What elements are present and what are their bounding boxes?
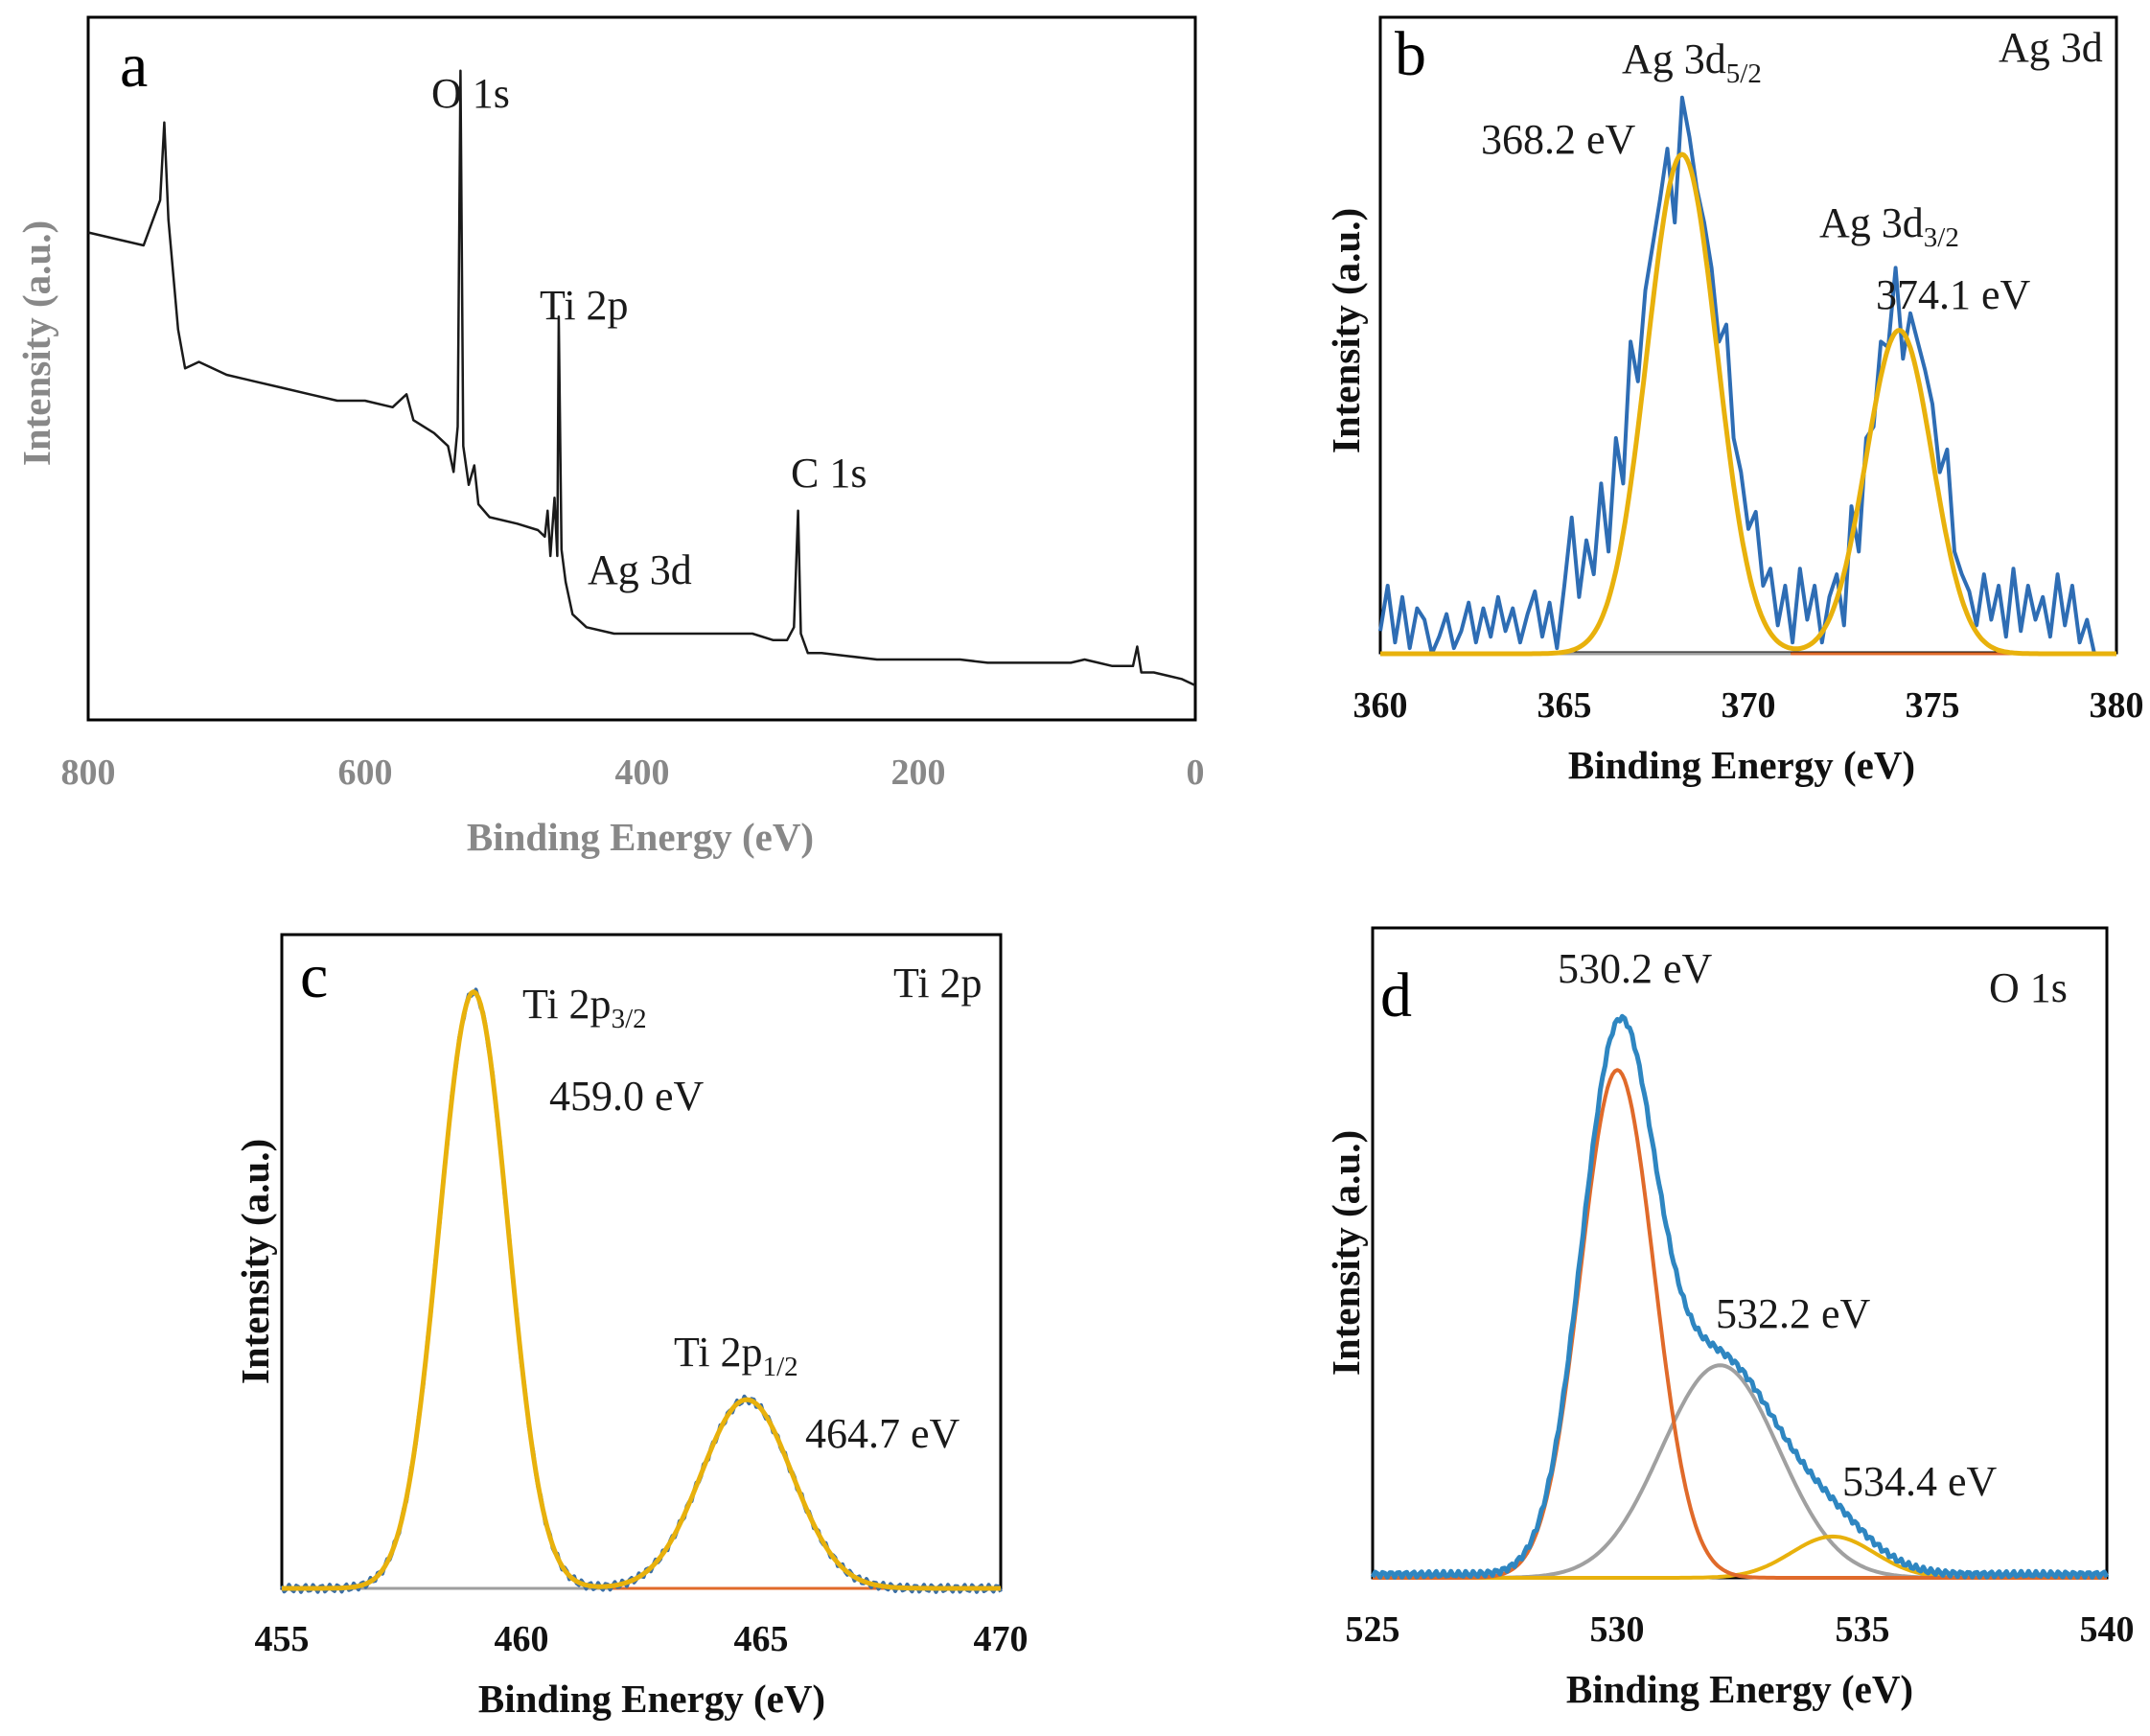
x-tick-label: 600 [338,752,393,793]
x-tick-label: 470 [974,1619,1029,1659]
panel-letter-b: b [1395,19,1426,89]
x-axis-title-d: Binding Energy (eV) [1566,1667,1913,1711]
annotation-ti2p32-sub: 3/2 [612,1004,647,1034]
annotation-ag3d52-sub: 5/2 [1726,58,1762,89]
annotation-ti2p: Ti 2p [540,282,629,329]
x-tick-label: 530 [1590,1609,1645,1650]
x-axis-title-b: Binding Energy (eV) [1568,743,1915,787]
x-tick-label: 360 [1353,685,1408,726]
fit-envelope-line [282,989,1001,1591]
panel-d: d O 1s 530.2 eV 532.2 eV 534.4 eV 525 53… [1324,926,2135,1711]
annotation-ti2p32: Ti 2p3/2 [522,981,647,1034]
plot-frame-b [1378,15,2118,655]
panel-title-b: Ag 3d [1999,24,2103,71]
x-tick-label: 375 [1906,685,1960,726]
annotation-ag3d32-sub: 3/2 [1924,222,1959,253]
envelope-line [1370,1013,2110,1580]
panel-title-c: Ti 2p [893,960,983,1007]
x-tick-label: 200 [891,752,946,793]
x-tick-label: 800 [61,752,116,793]
panel-letter-c: c [300,941,328,1011]
x-tick-label: 535 [1836,1609,1890,1650]
annotation-ag3d: Ag 3d [588,546,692,593]
x-tick-label: 540 [2080,1609,2135,1650]
annotation-o1s: O 1s [431,70,510,117]
annotation-ag3d52: Ag 3d5/2 [1622,35,1762,89]
annotation-ti2p12-text: Ti 2p [674,1329,763,1376]
plot-frame-a [86,15,1197,722]
plot-area-d [1370,1013,2110,1580]
annotation-ti2p12-sub: 1/2 [763,1352,798,1382]
annotation-ag3d32-text: Ag 3d [1819,199,1924,246]
x-tick-label: 0 [1187,752,1205,793]
plot-area-c [280,987,1003,1594]
plot-area-b [1378,95,2117,657]
y-axis-title-b: Intensity (a.u.) [1324,208,1368,453]
annotation-459: 459.0 eV [549,1073,705,1120]
panel-a: a O 1s Ti 2p Ag 3d C 1s 800 600 400 200 … [14,15,1205,859]
annotation-c1s: C 1s [791,450,867,497]
panel-letter-d: d [1380,961,1412,1030]
panel-b: b Ag 3d Ag 3d5/2 368.2 eV Ag 3d3/2 374.1… [1324,15,2144,787]
x-tick-label: 465 [734,1619,789,1659]
x-tick-label: 370 [1722,685,1776,726]
annotation-374: 374.1 eV [1876,271,2031,318]
x-tick-label: 525 [1346,1609,1400,1650]
panel-title-d: O 1s [1989,964,2068,1011]
raw-spectrum-line [1378,95,2096,656]
annotation-5344: 534.4 eV [1842,1458,1998,1505]
annotation-4647: 464.7 eV [805,1410,960,1457]
annotation-ag3d32: Ag 3d3/2 [1819,199,1959,253]
annotation-5322: 532.2 eV [1716,1290,1871,1337]
plot-area-a [87,69,1196,687]
x-tick-label: 460 [495,1619,549,1659]
x-tick-label: 455 [255,1619,310,1659]
fit-envelope-line [1379,151,2117,657]
annotation-5302: 530.2 eV [1558,945,1713,992]
y-axis-title-a: Intensity (a.u.) [14,220,58,466]
x-tick-label: 380 [2090,685,2144,726]
x-axis-title-a: Binding Energy (eV) [467,815,814,859]
annotation-368: 368.2 eV [1481,116,1636,163]
annotation-ag3d52-text: Ag 3d [1622,35,1726,82]
x-tick-label: 400 [615,752,670,793]
annotation-ti2p12: Ti 2p1/2 [674,1329,798,1382]
x-tick-label: 365 [1537,685,1592,726]
x-axis-title-c: Binding Energy (eV) [478,1677,825,1721]
component-peak-1-line [1373,1068,2107,1580]
y-axis-title-c: Intensity (a.u.) [233,1139,277,1384]
y-axis-title-d: Intensity (a.u.) [1324,1130,1368,1376]
panel-c: c Ti 2p Ti 2p3/2 459.0 eV Ti 2p1/2 464.7… [233,933,1029,1721]
survey-spectrum-line [87,69,1196,687]
annotation-ti2p32-text: Ti 2p [522,981,612,1028]
panel-letter-a: a [120,31,148,101]
